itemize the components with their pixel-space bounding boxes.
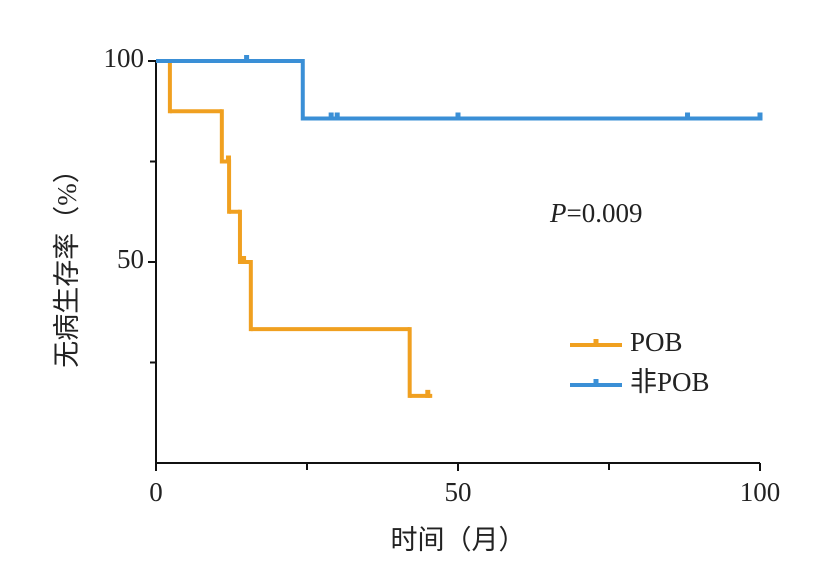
annotation: P=0.009 [549, 198, 642, 228]
y-tick-label: 50 [117, 244, 144, 274]
annotation-value: =0.009 [567, 198, 643, 228]
legend-label: POB [630, 327, 683, 357]
y-axis-title: 无病生存率（%） [52, 156, 82, 368]
x-tick-label: 0 [149, 477, 163, 507]
y-tick-label: 100 [104, 43, 145, 73]
x-tick-label: 50 [445, 477, 472, 507]
annotation-var: P [549, 198, 567, 228]
x-tick-label: 100 [740, 477, 781, 507]
x-axis-title: 时间（月） [391, 525, 526, 555]
legend-label: 非POB [630, 367, 710, 397]
